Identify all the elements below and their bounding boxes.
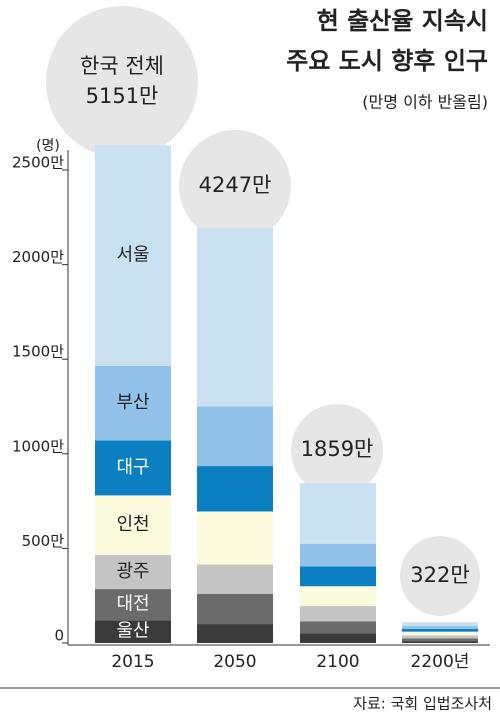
bar-segment bbox=[402, 631, 478, 636]
bar-segment bbox=[300, 633, 376, 643]
y-tick-label: 1500만 bbox=[12, 343, 64, 361]
bubble bbox=[400, 536, 480, 616]
bar-segment bbox=[402, 625, 478, 629]
bar-segment bbox=[95, 365, 171, 441]
y-tick-label: 2500만 bbox=[12, 154, 64, 172]
bar-segment bbox=[95, 589, 171, 621]
y-tick-label: 1000만 bbox=[12, 437, 64, 455]
y-tick-label: 500만 bbox=[22, 532, 65, 550]
bar-segment bbox=[300, 606, 376, 622]
y-tick-label: 2000만 bbox=[12, 248, 64, 266]
bar-segment bbox=[300, 483, 376, 544]
series-label: 울산 bbox=[116, 621, 149, 642]
bar-segment bbox=[197, 406, 273, 467]
bar-segment bbox=[402, 635, 478, 639]
bar-segment bbox=[95, 620, 171, 643]
bar-segment bbox=[402, 641, 478, 643]
x-tick-label: 2100 bbox=[316, 652, 359, 672]
bar-segment bbox=[402, 622, 478, 626]
bubble-label: 5151만 bbox=[86, 84, 159, 108]
x-tick-label: 2050 bbox=[213, 652, 256, 672]
bar-segment bbox=[197, 593, 273, 625]
bubbles bbox=[46, 6, 480, 616]
bar-segment bbox=[95, 555, 171, 590]
bar-segment bbox=[402, 628, 478, 632]
bar-segment bbox=[95, 440, 171, 496]
bar-segment bbox=[95, 495, 171, 556]
chart-subtitle: (만명 이하 반올림) bbox=[362, 93, 488, 112]
bubble-label: 322만 bbox=[410, 563, 469, 587]
bar-segment bbox=[300, 586, 376, 607]
bar-segment bbox=[197, 511, 273, 565]
chart-title: 현 출산율 지속시 bbox=[317, 7, 488, 35]
y-tick-label: 0 bbox=[54, 627, 64, 645]
series-label: 대전 bbox=[116, 594, 149, 615]
bar-segment bbox=[197, 227, 273, 407]
bar-segment bbox=[197, 466, 273, 512]
bar-segment bbox=[300, 543, 376, 567]
bar-segment bbox=[402, 638, 478, 642]
source: 자료: 국회 입법조사처 bbox=[353, 695, 492, 713]
x-tick-label: 2015 bbox=[111, 652, 154, 672]
chart-title: 주요 도시 향후 인구 bbox=[286, 47, 488, 75]
x-tick-label: 2200년 bbox=[411, 652, 470, 672]
bar-segment bbox=[95, 145, 171, 366]
series-label: 인천 bbox=[116, 514, 149, 535]
series-label: 대구 bbox=[116, 457, 149, 478]
bar-segment bbox=[197, 624, 273, 643]
bubble-label: 한국 전체 bbox=[80, 54, 164, 78]
bar-segment bbox=[300, 621, 376, 634]
bubble bbox=[291, 404, 383, 496]
bubble-label: 1859만 bbox=[301, 437, 374, 461]
y-axis-label: (명) bbox=[36, 138, 60, 154]
bar-segment bbox=[300, 566, 376, 587]
bubble bbox=[46, 6, 198, 158]
series-label: 광주 bbox=[116, 561, 149, 582]
bubble-label: 4247만 bbox=[199, 173, 272, 197]
series-label: 서울 bbox=[116, 245, 149, 266]
bubble bbox=[179, 130, 291, 242]
series-label: 부산 bbox=[116, 392, 149, 413]
bar-segment bbox=[197, 564, 273, 594]
